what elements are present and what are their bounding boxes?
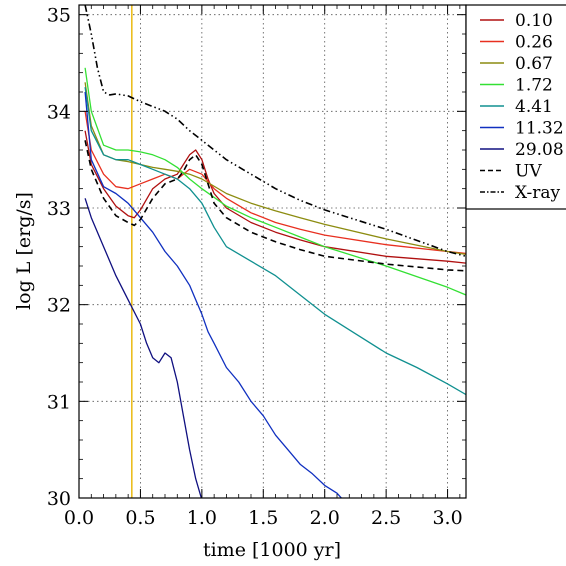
- plot-frame: [78, 4, 467, 499]
- legend-label: 11.32: [515, 119, 564, 139]
- x-tick-label: 1.0: [187, 507, 217, 529]
- series-line-0-26: [84, 111, 466, 255]
- legend-label: 1.72: [515, 76, 553, 96]
- x-tick-label: 2.0: [310, 507, 340, 529]
- legend-label: X-ray: [515, 183, 561, 203]
- x-tick-label: 1.5: [248, 507, 278, 529]
- ticks: [78, 5, 466, 499]
- series-layer: [84, 5, 466, 498]
- legend-label: 0.67: [515, 54, 553, 74]
- legend-label: 4.41: [515, 97, 553, 117]
- legend-label: 0.26: [515, 33, 553, 53]
- x-tick-label: 3.0: [432, 507, 462, 529]
- legend-label: UV: [515, 162, 542, 182]
- tick-labels: 0.0 0.5 1.0 1.5 2.0 2.5 3.0 30 31 32 33 34 35: [47, 5, 463, 529]
- grid: [79, 5, 466, 498]
- series-line-29-08: [84, 198, 203, 498]
- y-tick-label: 31: [47, 391, 71, 413]
- y-tick-label: 32: [47, 295, 71, 317]
- series-line-0-10: [84, 130, 466, 264]
- series-line-uv: [84, 140, 466, 272]
- x-tick-label: 0.5: [125, 507, 155, 529]
- y-tick-label: 30: [47, 488, 71, 510]
- series-line-4-41: [84, 87, 466, 396]
- y-tick-label: 34: [47, 101, 71, 123]
- legend-box: [465, 4, 566, 210]
- series-line-11-32: [84, 91, 343, 498]
- x-axis-title: time [1000 yr]: [203, 539, 341, 561]
- legend-label: 0.10: [515, 11, 553, 31]
- y-tick-label: 35: [47, 5, 71, 27]
- x-tick-label: 0.0: [64, 507, 94, 529]
- series-line-1-72: [84, 67, 466, 296]
- legend-label: 29.08: [515, 140, 564, 160]
- x-tick-label: 2.5: [371, 507, 401, 529]
- y-tick-label: 33: [47, 198, 71, 220]
- y-axis-title: log L [erg/s]: [13, 192, 35, 310]
- series-line-x-ray: [84, 5, 466, 258]
